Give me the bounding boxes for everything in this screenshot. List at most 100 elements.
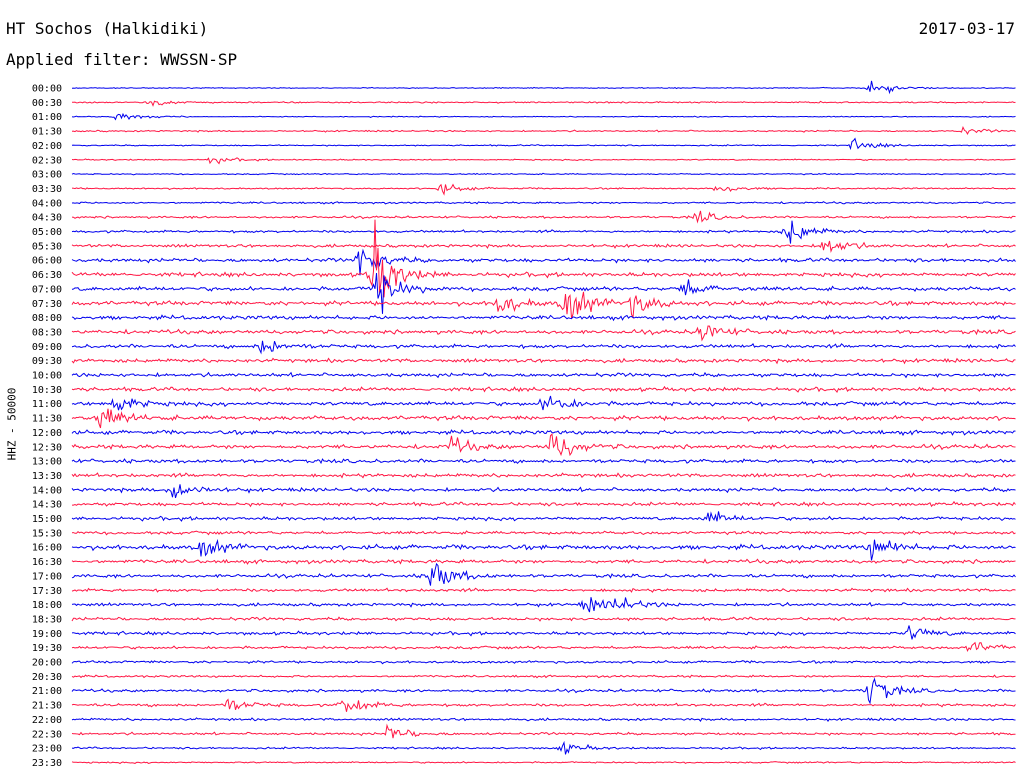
time-tick-label: 20:00 — [32, 658, 62, 669]
time-tick-label: 02:30 — [32, 155, 62, 166]
filter-label: Applied filter: WWSSN-SP — [6, 50, 238, 69]
trace-0200 — [71, 137, 1016, 151]
trace-1430 — [72, 500, 1016, 508]
trace-0630 — [71, 219, 1016, 298]
time-tick-label: 13:00 — [32, 457, 62, 468]
trace-1030 — [71, 385, 1016, 394]
time-tick-label: 21:30 — [32, 701, 62, 712]
time-tick-label: 11:00 — [32, 399, 62, 410]
trace-0130 — [71, 125, 1016, 135]
time-tick-label: 08:00 — [32, 313, 62, 324]
time-tick-label: 15:00 — [32, 514, 62, 525]
time-tick-label: 10:00 — [32, 371, 62, 382]
seismogram-traces — [71, 80, 1016, 765]
trace-1900 — [71, 625, 1016, 640]
trace-2330 — [71, 761, 1016, 765]
time-tick-label: 05:30 — [32, 241, 62, 252]
trace-2100 — [71, 677, 1016, 705]
time-tick-label: 04:00 — [32, 198, 62, 209]
time-tick-label: 06:30 — [32, 270, 62, 281]
trace-1730 — [71, 587, 1016, 593]
time-tick-label: 08:30 — [32, 327, 62, 338]
trace-0930 — [71, 357, 1016, 365]
time-tick-label: 05:00 — [32, 227, 62, 238]
station-title: HT Sochos (Halkidiki) — [6, 19, 209, 38]
trace-1500 — [71, 511, 1016, 522]
time-tick-label: 07:30 — [32, 299, 62, 310]
trace-1930 — [71, 641, 1016, 653]
trace-2300 — [71, 740, 1016, 755]
trace-0830 — [71, 325, 1016, 342]
trace-1330 — [71, 472, 1016, 479]
trace-1600 — [71, 538, 1016, 561]
time-tick-label: 00:00 — [32, 84, 62, 95]
trace-1200 — [71, 429, 1016, 437]
time-tick-label: 23:00 — [32, 744, 62, 755]
time-tick-label: 02:00 — [32, 141, 62, 152]
time-tick-label: 01:30 — [32, 127, 62, 138]
trace-0430 — [71, 210, 1016, 224]
time-tick-label: 12:00 — [32, 428, 62, 439]
time-tick-label: 18:00 — [32, 600, 62, 611]
time-tick-label: 09:30 — [32, 356, 62, 367]
trace-1000 — [71, 371, 1016, 379]
trace-0330 — [71, 183, 1016, 196]
trace-1800 — [71, 597, 1016, 613]
time-tick-label: 14:00 — [32, 485, 62, 496]
time-tick-label: 13:30 — [32, 471, 62, 482]
time-tick-label: 12:30 — [32, 442, 62, 453]
trace-0700 — [71, 272, 1016, 314]
trace-0500 — [71, 220, 1016, 244]
time-tick-label: 16:00 — [32, 543, 62, 554]
trace-0300 — [71, 172, 1016, 176]
time-tick-label: 11:30 — [32, 414, 62, 425]
trace-0600 — [71, 248, 1016, 276]
trace-1630 — [71, 558, 1016, 565]
time-tick-label: 14:30 — [32, 500, 62, 511]
time-tick-label: 18:30 — [32, 614, 62, 625]
trace-1130 — [71, 408, 1016, 429]
trace-0000 — [71, 80, 1016, 95]
trace-0400 — [71, 201, 1016, 205]
time-tick-label: 07:00 — [32, 284, 62, 295]
trace-1100 — [71, 395, 1016, 411]
time-tick-label: 22:00 — [32, 715, 62, 726]
time-tick-label: 15:30 — [32, 528, 62, 539]
time-tick-label: 09:00 — [32, 342, 62, 353]
time-tick-label: 17:30 — [32, 586, 62, 597]
time-tick-label: 23:30 — [32, 758, 62, 769]
trace-1530 — [71, 530, 1016, 536]
date-label: 2017-03-17 — [918, 19, 1015, 38]
trace-0230 — [71, 157, 1016, 165]
time-tick-label: 03:30 — [32, 184, 62, 195]
time-tick-label: 04:30 — [32, 213, 62, 224]
time-tick-label: 00:30 — [32, 98, 62, 109]
trace-2000 — [71, 659, 1016, 665]
trace-0900 — [71, 340, 1016, 355]
time-tick-label: 06:00 — [32, 256, 62, 267]
trace-1400 — [71, 484, 1016, 499]
time-tick-label: 19:00 — [32, 629, 62, 640]
time-tick-label: 20:30 — [32, 672, 62, 683]
trace-0730 — [71, 291, 1016, 320]
trace-1700 — [71, 562, 1016, 586]
trace-1230 — [71, 433, 1016, 457]
trace-0030 — [71, 100, 1016, 107]
trace-2030 — [71, 674, 1016, 679]
time-tick-labels: 00:00 00:30 01:00 01:30 02:00 02:30 03:00 03:30… — [32, 84, 62, 769]
trace-1300 — [71, 458, 1016, 465]
trace-2130 — [71, 698, 1016, 712]
trace-2200 — [71, 717, 1016, 722]
time-tick-label: 19:30 — [32, 643, 62, 654]
time-tick-label: 22:30 — [32, 729, 62, 740]
time-tick-label: 01:00 — [32, 112, 62, 123]
time-tick-label: 03:00 — [32, 170, 62, 181]
trace-2230 — [71, 723, 1016, 739]
trace-0800 — [71, 314, 1016, 322]
time-tick-label: 17:00 — [32, 571, 62, 582]
time-tick-label: 21:00 — [32, 686, 62, 697]
trace-0530 — [71, 240, 1016, 253]
trace-1830 — [71, 616, 1016, 622]
time-tick-label: 10:30 — [32, 385, 62, 396]
